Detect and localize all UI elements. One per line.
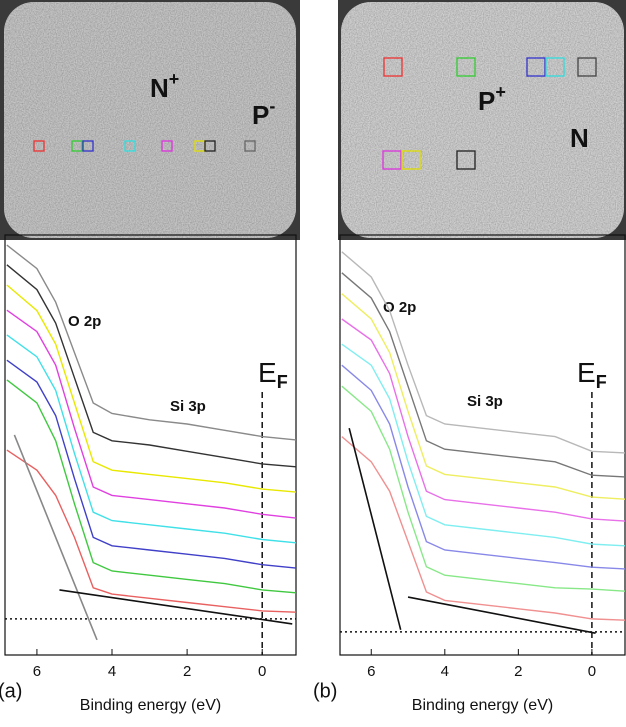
x-axis-label: Binding energy (eV) xyxy=(80,697,221,714)
fermi-label-sub: F xyxy=(596,372,607,392)
fit-line xyxy=(13,434,98,641)
spectrum-line xyxy=(6,284,297,493)
x-axis-label: Binding energy (eV) xyxy=(412,697,553,714)
region-label-sup: + xyxy=(169,69,180,89)
x-tick-label: 4 xyxy=(441,663,449,680)
spectrum-line xyxy=(341,343,626,547)
fit-line xyxy=(407,596,596,634)
region-markers xyxy=(33,57,597,170)
annotation: O 2p xyxy=(68,313,101,330)
annotation: Si 3p xyxy=(467,393,503,410)
fit-line xyxy=(59,589,293,625)
region-label-base: N xyxy=(570,123,589,153)
panel-label: (b) xyxy=(313,680,337,702)
spectrum-line xyxy=(341,364,626,570)
x-tick-label: 6 xyxy=(367,663,375,680)
region-label-base: P xyxy=(252,100,269,130)
annotation: O 2p xyxy=(383,299,416,316)
spectrum-line xyxy=(6,244,297,441)
peem-image xyxy=(4,2,296,238)
spectrum-line xyxy=(341,272,626,478)
spectrum-line xyxy=(6,449,297,613)
spectrum-line xyxy=(6,334,297,544)
region-label-base: P xyxy=(478,86,495,116)
region-label: N xyxy=(570,123,589,153)
spectrum-line xyxy=(6,359,297,569)
spectrum-line xyxy=(341,293,626,500)
x-tick-label: 0 xyxy=(588,663,596,680)
region-label: P- xyxy=(252,96,275,130)
region-label: N+ xyxy=(150,69,179,103)
spectrum-line xyxy=(341,251,626,454)
region-label-base: N xyxy=(150,73,169,103)
x-tick-label: 6 xyxy=(33,663,41,680)
spectrum-line xyxy=(341,436,626,621)
plot-frame xyxy=(339,234,626,656)
region-label-sup: + xyxy=(495,82,506,102)
fermi-label: EF xyxy=(577,357,607,391)
fermi-label-base: E xyxy=(577,357,596,388)
region-label-sup: - xyxy=(269,96,275,116)
region-label: P+ xyxy=(478,82,506,116)
x-tick-label: 2 xyxy=(183,663,191,680)
fermi-label-base: E xyxy=(258,357,277,388)
spectrum-line xyxy=(341,385,626,592)
spectrum-line xyxy=(6,379,297,594)
x-tick-label: 4 xyxy=(108,663,116,680)
fit-line xyxy=(348,428,402,630)
x-tick-label: 0 xyxy=(258,663,266,680)
fermi-label: EF xyxy=(258,357,288,391)
spectrum-line xyxy=(6,309,297,519)
fermi-label-sub: F xyxy=(277,372,288,392)
x-tick-label: 2 xyxy=(514,663,522,680)
spectrum-line xyxy=(6,264,297,468)
spectrum-line xyxy=(341,318,626,522)
peem-image xyxy=(341,2,624,238)
plot-frame xyxy=(4,234,297,656)
annotation: Si 3p xyxy=(170,398,206,415)
panel-label: (a) xyxy=(0,680,22,702)
